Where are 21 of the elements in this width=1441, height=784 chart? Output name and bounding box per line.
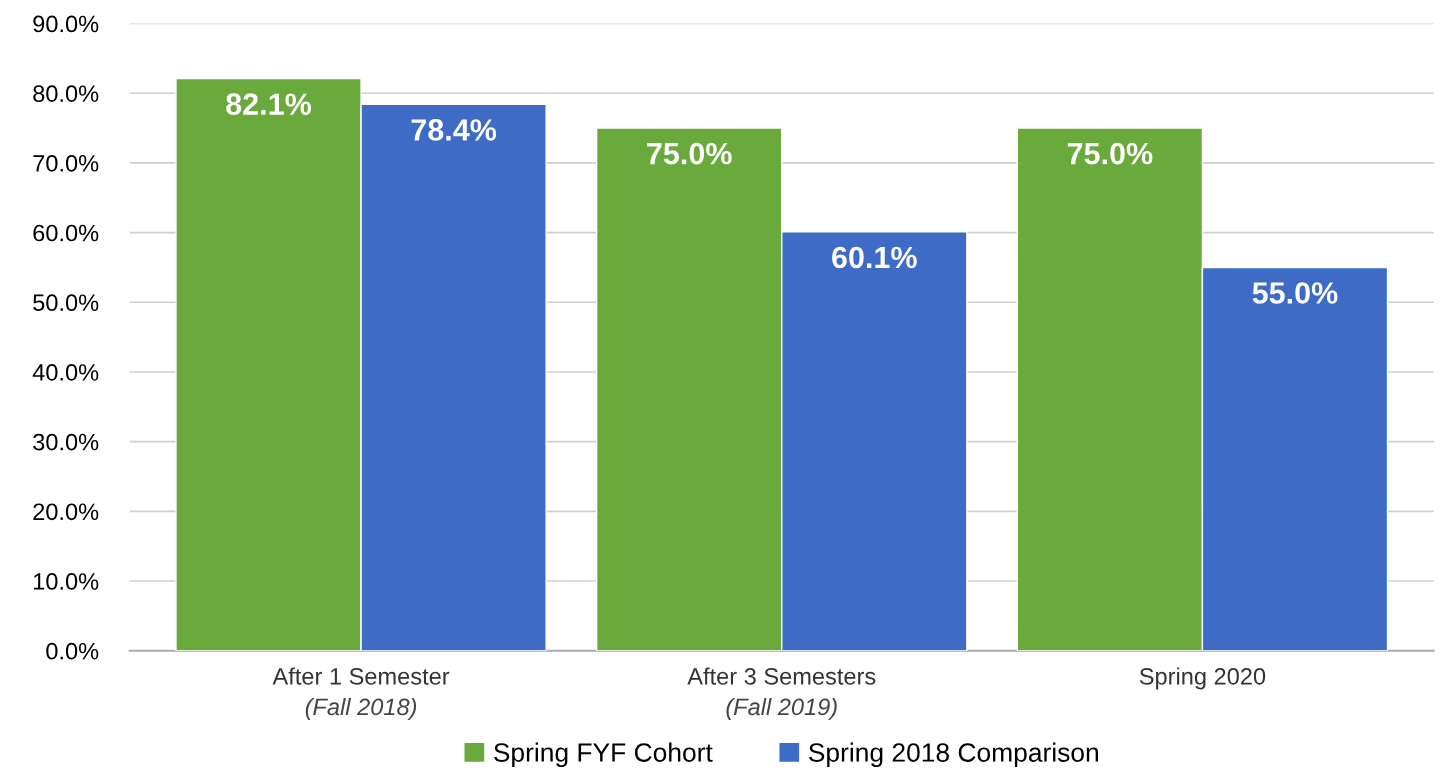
y-tick-label: 0.0% [46,642,99,660]
y-tick-label: 40.0% [32,364,99,381]
data-label: 75.0% [647,142,732,165]
x-tick-label: After 1 Semester (Fall 2018) [272,667,450,720]
legend-label: Spring 2018 Comparison [809,742,1098,768]
y-tick-label: 20.0% [33,503,99,521]
y-tick-label: 90.0% [33,15,99,33]
data-label: 55.0% [1252,282,1338,304]
legend-label: Spring FYF Cohort [494,742,713,768]
y-tick-label: 60.0% [33,224,99,242]
y-tick-label: 50.0% [33,294,99,312]
x-tick-label: After 3 Semesters (Fall 2019) [687,667,876,720]
data-label: 82.1% [226,93,312,115]
data-label: 60.1% [832,246,917,269]
data-label: 75.0% [1067,142,1153,165]
y-tick-label: 10.0% [33,573,99,590]
y-tick-label: 30.0% [33,433,99,451]
y-tick-label: 80.0% [33,85,99,102]
x-tick-label: Spring 2020 [1139,667,1266,690]
data-label: 78.4% [411,119,497,141]
y-tick-label: 70.0% [33,154,99,172]
